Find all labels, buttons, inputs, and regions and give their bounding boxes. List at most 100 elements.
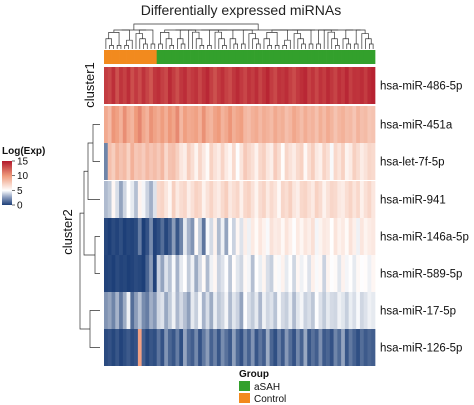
row-label: hsa-miR-451a [380, 120, 453, 132]
heatmap-cell [363, 255, 368, 292]
heatmap-cell [183, 255, 188, 292]
heatmap-cell [175, 106, 180, 143]
heatmap-cell [149, 67, 154, 104]
heatmap-cell [337, 143, 342, 180]
heatmap-cell [280, 292, 286, 329]
column-dendrogram-branch [209, 29, 219, 46]
heatmap-cell [107, 292, 112, 329]
group-cell [122, 50, 127, 64]
column-dendrogram-branch [180, 43, 186, 49]
heatmap-cell [329, 218, 334, 255]
heatmap-cell [179, 181, 184, 218]
heatmap-cell [164, 67, 169, 104]
column-dendrogram-branch [233, 43, 238, 49]
legend-label-asah: aSAH [254, 382, 280, 393]
heatmap-cell [216, 67, 222, 104]
heatmap-cell [250, 329, 255, 366]
heatmap-cell [314, 67, 319, 104]
heatmap-cell [318, 329, 323, 366]
heatmap-cell [243, 218, 248, 255]
column-dendrogram-branch [308, 43, 314, 49]
heatmap-cell [160, 292, 165, 329]
group-cell [205, 50, 210, 64]
heatmap-cell [254, 67, 259, 104]
heatmap-cell [115, 218, 120, 255]
heatmap-cell [126, 67, 131, 104]
heatmap-cell [205, 329, 210, 366]
heatmap-cell [307, 67, 312, 104]
group-cell [164, 50, 169, 64]
heatmap-cell [363, 218, 368, 255]
heatmap-cell [152, 143, 158, 180]
heatmap-cell [247, 181, 252, 218]
heatmap-cell [265, 292, 270, 329]
column-dendrogram-branch [139, 38, 146, 49]
column-dendrogram-branch [369, 43, 374, 49]
heatmap-cell [209, 218, 214, 255]
heatmap-cell [363, 67, 368, 104]
column-dendrogram-branch [266, 31, 278, 46]
group-cell [273, 50, 278, 64]
heatmap-cell [318, 292, 323, 329]
heatmap-cell [198, 106, 203, 143]
heatmap-cell [175, 67, 180, 104]
heatmap-cell [307, 292, 312, 329]
heatmap-cell [284, 255, 289, 292]
heatmap-cell [186, 181, 191, 218]
column-dendrogram-branch [241, 43, 246, 49]
heatmap-cell [359, 106, 365, 143]
heatmap-cell [269, 67, 274, 104]
heatmap-cell [299, 67, 304, 104]
heatmap-cell [250, 181, 255, 218]
column-dendrogram-branch [282, 45, 287, 49]
column-dendrogram-branch [271, 29, 288, 41]
heatmap-cell [311, 143, 316, 180]
heatmap-cell [152, 255, 158, 292]
group-cell [341, 50, 346, 64]
heatmap-cell [359, 255, 365, 292]
heatmap-cell [295, 218, 301, 255]
heatmap-cell [307, 218, 312, 255]
heatmap-cell [322, 106, 327, 143]
heatmap-cell [367, 329, 372, 366]
heatmap-cell [156, 181, 161, 218]
heatmap-cell [164, 143, 169, 180]
heatmap-cell [292, 255, 297, 292]
heatmap-cell [137, 67, 142, 104]
heatmap-cell [344, 143, 349, 180]
group-cell [104, 50, 109, 64]
heatmap-cell [258, 106, 263, 143]
heatmap-cell [115, 106, 120, 143]
group-cell [175, 50, 180, 64]
group-cell [190, 50, 195, 64]
heatmap-cell [329, 106, 334, 143]
heatmap-cell [262, 255, 267, 292]
heatmap-cell [186, 329, 191, 366]
heatmap-cell [277, 255, 282, 292]
heatmap-cell [269, 292, 274, 329]
heatmap-cell [198, 255, 203, 292]
heatmap-cell [311, 255, 316, 292]
heatmap-cell [231, 106, 237, 143]
heatmap-cell [295, 292, 301, 329]
heatmap-cell [359, 143, 365, 180]
heatmap-cell [167, 329, 173, 366]
heatmap-cell [201, 106, 206, 143]
heatmap-cell [269, 143, 274, 180]
heatmap-cell [262, 67, 267, 104]
heatmap-cell [295, 67, 301, 104]
heatmap-cell [145, 292, 150, 329]
heatmap-cell [258, 218, 263, 255]
heatmap-cell [337, 255, 342, 292]
heatmap-cell [190, 106, 195, 143]
group-cell [239, 50, 244, 64]
heatmap-cell [367, 106, 372, 143]
heatmap-cell [220, 143, 225, 180]
heatmap-cell [213, 67, 218, 104]
heatmap-cell [273, 181, 278, 218]
heatmap-cell [175, 143, 180, 180]
heatmap-cell [220, 181, 225, 218]
heatmap-cell [326, 143, 331, 180]
heatmap-cell [111, 181, 116, 218]
group-cell [280, 50, 286, 64]
